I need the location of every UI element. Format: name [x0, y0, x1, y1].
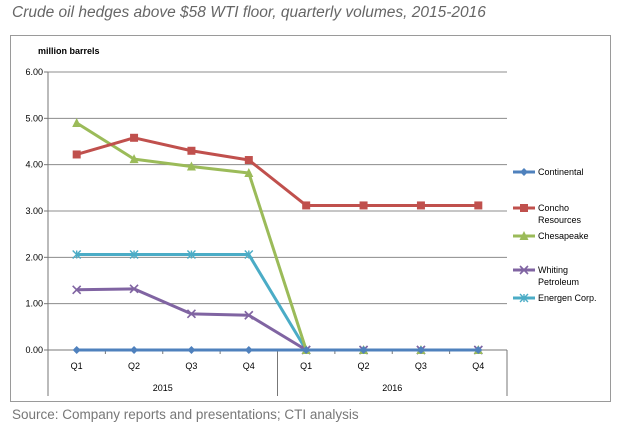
data-point-chesapeake [244, 168, 254, 178]
data-point-concho-resources [416, 201, 425, 210]
data-point-continental [130, 346, 139, 354]
x-tick-label: Q2 [358, 361, 370, 371]
data-point-concho-resources [130, 133, 139, 142]
data-point-chesapeake [129, 154, 139, 164]
source-note: Source: Company reports and presentation… [12, 407, 359, 422]
data-point-energen-corp [72, 250, 82, 260]
data-point-continental [302, 346, 311, 354]
data-point-energen-corp [244, 250, 254, 260]
legend-label-chesapeake: Chesapeake [538, 231, 589, 241]
data-point-concho-resources [359, 201, 368, 210]
legend-label-concho-resources: Resources [538, 215, 582, 225]
y-tick-label: 0.00 [25, 345, 43, 355]
chart-title: Crude oil hedges above $58 WTI floor, qu… [12, 4, 486, 21]
y-tick-label: 4.00 [25, 160, 43, 170]
data-point-concho-resources [474, 201, 483, 210]
data-point-whiting-petroleum [72, 285, 82, 295]
data-point-concho-resources [302, 201, 311, 210]
legend-label-concho-resources: Concho [538, 203, 569, 213]
x-tick-label: Q4 [472, 361, 484, 371]
data-point-continental [416, 346, 425, 354]
data-point-continental [72, 346, 81, 354]
legend-label-energen-corp: Energen Corp. [538, 293, 597, 303]
x-tick-label: Q1 [71, 361, 83, 371]
y-tick-label: 1.00 [25, 299, 43, 309]
x-tick-label: Q2 [128, 361, 140, 371]
x-tick-label: Q4 [243, 361, 255, 371]
data-point-concho-resources [72, 150, 81, 159]
chart-area: 0.00 1.00 2.00 3.00 4.00 5.00 6.00 million barr… [10, 35, 611, 402]
x-group-label: 2016 [382, 383, 402, 393]
data-point-chesapeake [72, 117, 82, 127]
x-tick-label: Q3 [415, 361, 427, 371]
y-tick-label: 2.00 [25, 252, 43, 262]
data-point-continental [187, 346, 196, 354]
legend-marker-continental [520, 168, 528, 176]
legend-marker-chesapeake [519, 231, 529, 240]
x-tick-label: Q1 [300, 361, 312, 371]
series-line-whiting-petroleum [76, 287, 479, 352]
data-point-continental [474, 346, 483, 354]
data-point-whiting-petroleum [129, 284, 139, 294]
legend-marker-concho-resources [520, 204, 528, 212]
data-point-chesapeake [186, 161, 196, 171]
y-tick-label: 5.00 [25, 113, 43, 123]
data-point-whiting-petroleum [186, 309, 197, 319]
data-point-continental [244, 346, 253, 354]
line-chart: 0.00 1.00 2.00 3.00 4.00 5.00 6.00 million barr… [25, 46, 597, 396]
series-line-chesapeake [75, 121, 479, 352]
x-group-label: 2015 [153, 383, 173, 393]
legend-marker-whiting-petroleum [519, 265, 529, 275]
series-line-concho-resources [76, 136, 479, 207]
y-axis-label: million barrels [38, 46, 100, 56]
legend-marker-energen-corp [519, 293, 529, 303]
y-tick-label: 3.00 [25, 206, 43, 216]
data-point-whiting-petroleum [244, 310, 254, 320]
legend-label-whiting-petroleum: Petroleum [538, 277, 579, 287]
data-point-concho-resources [187, 146, 196, 155]
data-point-continental [359, 346, 368, 354]
series-line-energen-corp [76, 253, 479, 352]
data-point-energen-corp [129, 250, 139, 260]
y-tick-label: 6.00 [25, 67, 43, 77]
data-point-energen-corp [186, 250, 196, 260]
data-point-concho-resources [244, 156, 253, 165]
legend-label-continental: Continental [538, 167, 584, 177]
legend-label-whiting-petroleum: Whiting [538, 265, 568, 275]
x-tick-label: Q3 [185, 361, 197, 371]
